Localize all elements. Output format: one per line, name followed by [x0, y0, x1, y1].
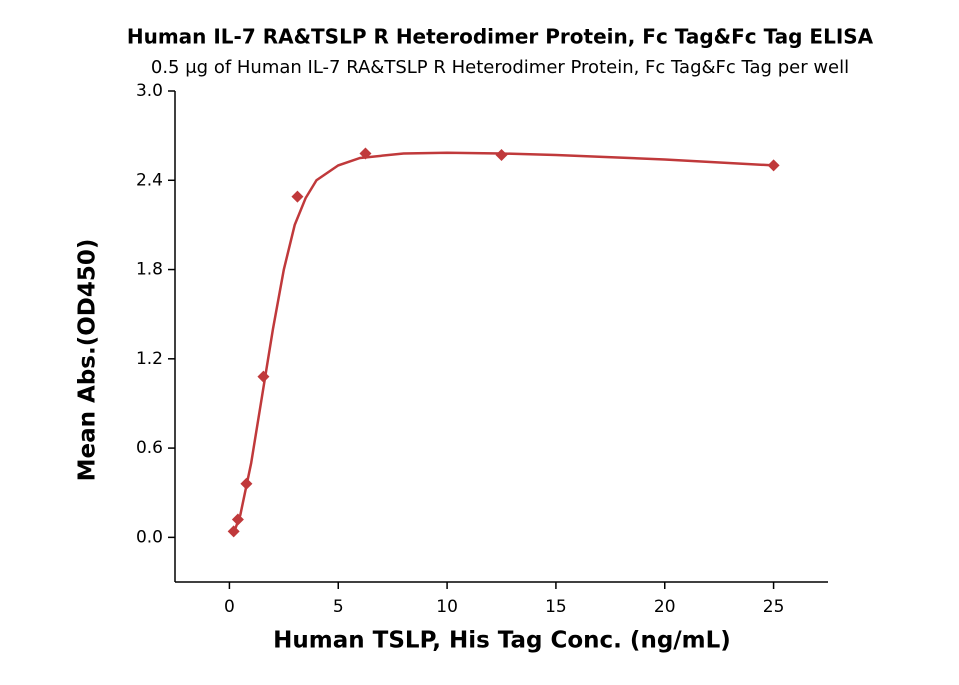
y-tick-label: 2.4	[136, 170, 163, 190]
data-point	[359, 147, 372, 160]
x-tick-label: 25	[763, 597, 785, 617]
data-point	[227, 525, 240, 538]
x-tick-label: 20	[654, 597, 676, 617]
x-tick-label: 10	[436, 597, 458, 617]
data-point	[291, 190, 304, 203]
y-tick-label: 1.8	[136, 260, 163, 280]
data-point	[767, 159, 780, 172]
x-tick-label: 15	[545, 597, 567, 617]
data-point	[495, 148, 508, 161]
y-tick-label: 0.0	[136, 527, 163, 547]
data-point	[257, 370, 270, 383]
x-tick-label: 0	[224, 597, 235, 617]
fit-curve	[232, 151, 774, 534]
data-point	[240, 477, 253, 490]
y-tick-label: 0.6	[136, 438, 163, 458]
chart-title: Human IL-7 RA&TSLP R Heterodimer Protein…	[127, 25, 874, 49]
data-point	[231, 513, 244, 526]
x-tick-label: 5	[333, 597, 344, 617]
y-tick-label: 1.2	[136, 349, 163, 369]
chart-subtitle: 0.5 μg of Human IL-7 RA&TSLP R Heterodim…	[151, 57, 849, 78]
y-axis-label: Mean Abs.(OD450)	[75, 239, 101, 482]
x-axis-label: Human TSLP, His Tag Conc. (ng/mL)	[273, 628, 731, 654]
y-tick-label: 3.0	[136, 81, 163, 101]
